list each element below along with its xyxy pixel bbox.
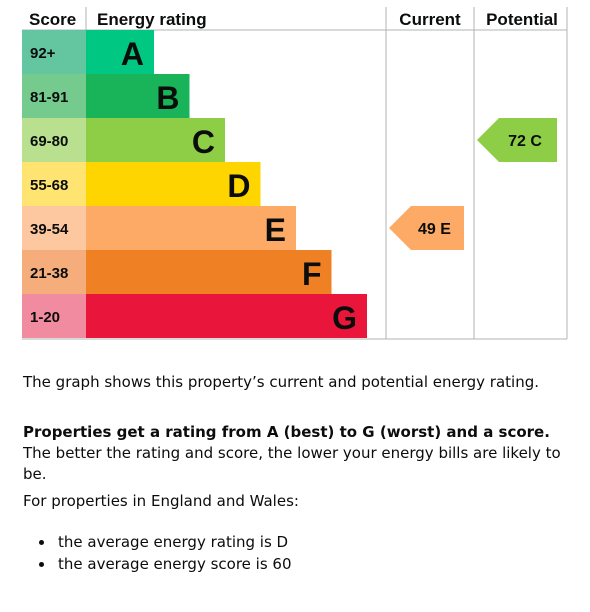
rating-letter-e: E [265,212,286,248]
rating-explanation-rest: The better the rating and score, the low… [23,444,561,483]
energy-rating-chart: Score Energy rating Current Potential 92… [22,7,568,340]
score-cell-b [22,74,86,118]
rating-arrows: 49 E 72 C [389,118,557,250]
potential-rating-label: 72 C [508,133,542,150]
rating-bar-c [86,118,225,162]
rating-bar-e [86,206,296,250]
score-range-f: 21-38 [30,265,68,282]
rating-letter-g: G [332,300,357,336]
chart-grid [22,7,568,340]
average-score-text: the average energy score is 60 [58,555,292,573]
rating-letter-d: D [227,168,250,204]
score-cell-g [22,294,86,338]
england-wales-intro: For properties in England and Wales: [23,492,299,510]
score-range-d: 55-68 [30,177,68,194]
rating-letter-b: B [156,80,179,116]
score-cell-e [22,206,86,250]
header-current: Current [399,10,461,29]
rating-explanation-bold: Properties get a rating from A (best) to… [23,423,550,441]
rating-letter-f: F [302,256,322,292]
average-list: the average energy rating is D the avera… [23,531,292,575]
list-item: the average energy score is 60 [23,553,292,575]
rating-bar-f [86,250,332,294]
header-score: Score [29,10,76,29]
score-range-c: 69-80 [30,133,68,150]
rating-bar-g [86,294,367,338]
score-range-e: 39-54 [30,221,69,238]
rating-letter-c: C [192,124,215,160]
rating-bar-a [86,30,154,74]
average-rating-text: the average energy rating is D [58,533,289,551]
bullet-icon [39,562,44,567]
score-range-b: 81-91 [30,89,68,106]
score-cell-a [22,30,86,74]
list-item: the average energy rating is D [23,531,292,553]
header-energy-rating: Energy rating [97,10,207,29]
current-rating-label: 49 E [418,221,451,238]
score-cell-f [22,250,86,294]
rating-letter-a: A [121,36,144,72]
current-rating-arrow [389,206,464,250]
bullet-icon [39,540,44,545]
score-cell-d [22,162,86,206]
score-cell-c [22,118,86,162]
header-potential: Potential [486,10,558,29]
score-range-g: 1-20 [30,309,60,326]
rating-bands: 92+ A 81-91 B 69-80 C 55-68 D 39-54 E 21-38 F 1-20 G [22,30,367,338]
score-range-a: 92+ [30,45,56,62]
rating-bar-d [86,162,261,206]
chart-headers: Score Energy rating Current Potential [29,10,558,29]
rating-bar-b [86,74,190,118]
rating-explanation: Properties get a rating from A (best) to… [23,422,568,485]
chart-description: The graph shows this property’s current … [23,373,539,391]
potential-rating-arrow [477,118,557,162]
